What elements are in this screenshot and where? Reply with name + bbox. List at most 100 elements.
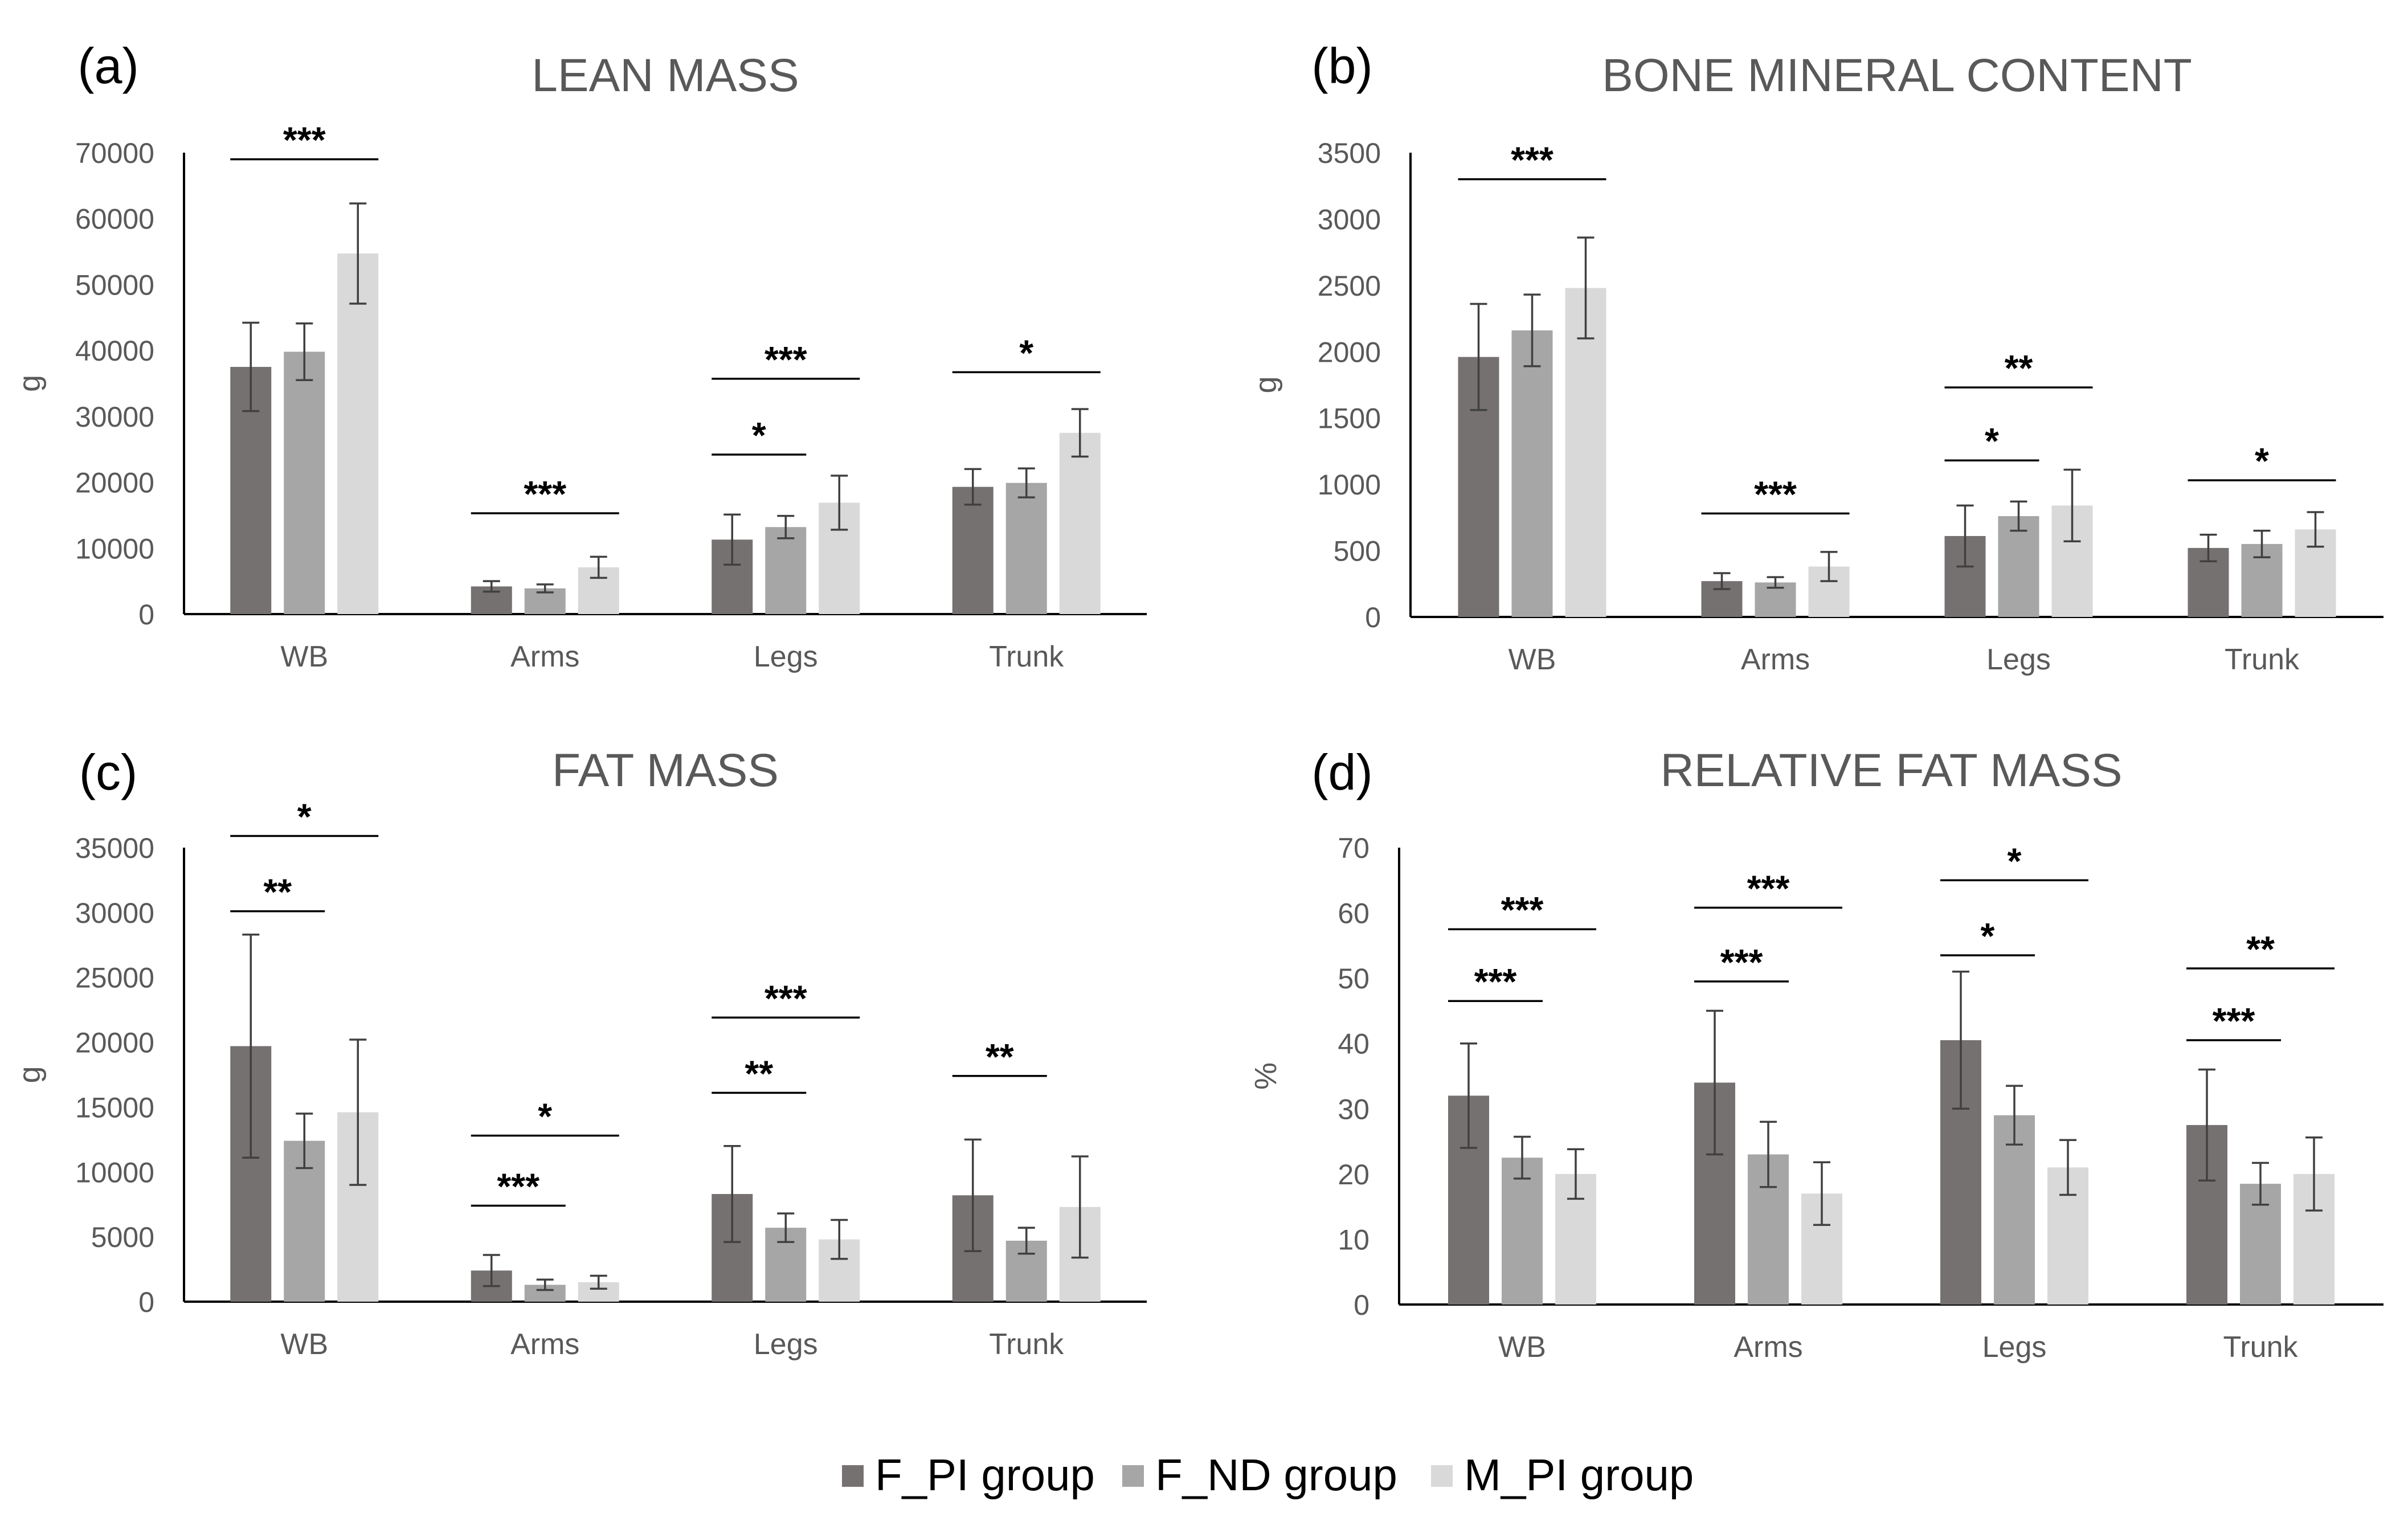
error-bar (2010, 500, 2027, 532)
panel-1: (b) BONE MINERAL CONTENT g 0 500 1000 1500 2000… (1249, 38, 2384, 676)
significance-stars: *** (497, 1166, 539, 1207)
y-tick-label: 2500 (1318, 270, 1381, 302)
significance-stars: ** (745, 1053, 773, 1094)
significance-stars: * (2255, 440, 2269, 481)
error-bar (483, 580, 500, 593)
significance-stars: * (752, 415, 766, 456)
y-tick-label: 70000 (75, 137, 154, 169)
error-bar (1577, 236, 1595, 340)
error-bar (777, 514, 795, 539)
y-tick-label: 40000 (75, 335, 154, 367)
y-tick-label: 30000 (75, 897, 154, 929)
legend-item-1: F_ND group (1122, 1450, 1397, 1500)
bar-wb-series-2 (337, 253, 379, 614)
significance-stars: ** (263, 872, 292, 913)
x-tick-label: Trunk (2223, 1331, 2299, 1364)
y-tick-label: 70 (1338, 832, 1369, 864)
bar-wb-series-1 (1511, 330, 1553, 617)
error-bar (1017, 467, 1035, 498)
error-bar (349, 202, 367, 305)
bar-legs-series-1 (1994, 1115, 2035, 1305)
y-tick-label: 2000 (1318, 336, 1381, 368)
error-bar (1017, 1226, 1035, 1255)
y-tick-label: 25000 (75, 962, 154, 994)
y-tick-label: 60000 (75, 203, 154, 235)
error-bar (777, 1212, 795, 1244)
x-tick-label: Arms (1741, 643, 1810, 676)
error-bar (831, 475, 848, 531)
legend-swatch (1122, 1465, 1144, 1487)
y-tick-label: 0 (1354, 1289, 1369, 1321)
error-bar (536, 583, 554, 594)
legend-swatch (1431, 1465, 1453, 1487)
legend-label: F_ND group (1155, 1450, 1397, 1500)
x-tick-label: Legs (1986, 643, 2051, 676)
significance-stars: *** (1720, 942, 1763, 983)
error-bar (2059, 1139, 2076, 1196)
y-tick-label: 50000 (75, 269, 154, 301)
y-tick-label: 3500 (1318, 137, 1381, 169)
significance-stars: * (2008, 840, 2022, 881)
x-ticks: WB Arms Legs Trunk (1498, 1331, 2298, 1364)
panel-label: (c) (79, 744, 138, 800)
error-bar (2253, 529, 2271, 558)
y-tick-label: 30000 (75, 401, 154, 433)
significance-stars: *** (524, 473, 566, 514)
y-axis-label: % (1249, 1062, 1283, 1090)
error-bar (2200, 533, 2217, 562)
panel-3: (d) RELATIVE FAT MASS% 0 10 20 30 40 50 60 70 WB Ar… (1249, 744, 2384, 1364)
x-tick-label: WB (280, 640, 328, 673)
error-bar (1071, 1155, 1089, 1259)
significance-stars: * (1019, 332, 1033, 373)
bar-legs-series-1 (1998, 516, 2039, 617)
bar-trunk-series-1 (1005, 483, 1047, 614)
error-bar (296, 322, 313, 381)
significance-stars: * (1985, 420, 1999, 461)
y-ticks: 0 5000 10000 15000 20000 25000 30000 35000 (75, 832, 154, 1318)
y-ticks: 0 10 20 30 40 50 60 70 (1338, 832, 1369, 1321)
y-tick-label: 0 (138, 1286, 154, 1318)
error-bar (483, 1254, 500, 1287)
panel-label: (b) (1311, 38, 1373, 94)
error-bar (1071, 408, 1089, 458)
y-tick-label: 0 (138, 599, 154, 631)
x-tick-label: WB (1498, 1331, 1546, 1364)
significance-stars: *** (1754, 473, 1797, 514)
significance-stars: ** (986, 1036, 1014, 1077)
significance-stars: *** (2213, 1000, 2255, 1041)
x-tick-label: WB (280, 1328, 328, 1361)
significance-annotations: ******************* (1448, 840, 2335, 1041)
error-bar (1706, 1009, 1723, 1156)
y-tick-label: 5000 (91, 1221, 154, 1253)
bars (1448, 970, 2335, 1305)
y-tick-label: 10000 (75, 1156, 154, 1188)
error-bar (242, 933, 260, 1159)
error-bar (723, 1144, 741, 1244)
chart-title: BONE MINERAL CONTENT (1602, 50, 2192, 101)
error-bar (1952, 970, 1969, 1110)
bar-trunk-series-2 (1059, 432, 1101, 614)
y-tick-label: 3000 (1318, 203, 1381, 235)
x-tick-label: Legs (1982, 1331, 2047, 1364)
error-bar (1514, 1135, 1531, 1180)
y-tick-label: 10000 (75, 533, 154, 565)
y-tick-label: 20 (1338, 1159, 1369, 1191)
error-bar (296, 1113, 313, 1170)
significance-stars: *** (1474, 961, 1517, 1002)
error-bar (1813, 1161, 1830, 1226)
y-tick-label: 0 (1365, 602, 1381, 633)
significance-stars: * (538, 1096, 552, 1137)
error-bar (1820, 551, 1838, 582)
error-bar (964, 468, 982, 506)
error-bar (2252, 1162, 2269, 1206)
significance-stars: *** (1511, 140, 1553, 181)
bars (230, 202, 1101, 614)
error-bar (1956, 504, 1974, 568)
y-tick-label: 20000 (75, 467, 154, 499)
bar-trunk-series-0 (952, 486, 994, 614)
error-bar (1523, 293, 1541, 367)
y-tick-label: 15000 (75, 1091, 154, 1123)
x-tick-label: Arms (1734, 1331, 1802, 1364)
y-axis-label: g (13, 375, 47, 392)
x-ticks: WB Arms Legs Trunk (280, 1328, 1064, 1361)
